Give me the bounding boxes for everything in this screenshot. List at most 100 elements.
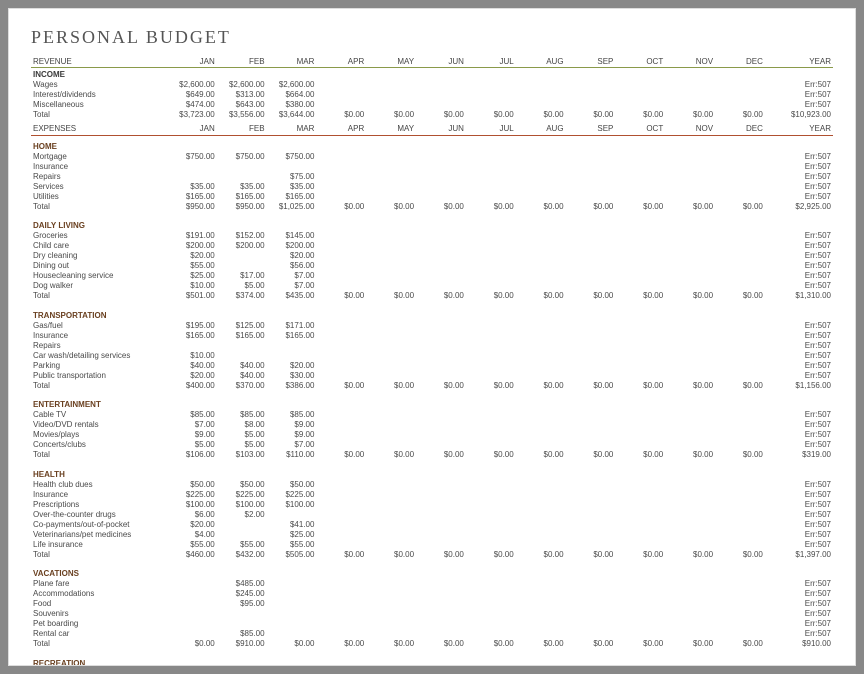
cell-value xyxy=(466,499,516,509)
cell-value xyxy=(366,350,416,360)
cell-value xyxy=(715,231,765,241)
cell-value xyxy=(516,360,566,370)
year-value: Err:507 xyxy=(765,90,833,100)
cell-value xyxy=(466,151,516,161)
year-header: YEAR xyxy=(765,124,833,135)
cell-value xyxy=(466,100,516,110)
cell-value: $649.00 xyxy=(167,90,217,100)
cell-value: $750.00 xyxy=(267,151,317,161)
cell-value: $0.00 xyxy=(466,291,516,301)
year-value: Err:507 xyxy=(765,370,833,380)
data-row: Rental car$85.00Err:507 xyxy=(31,629,833,639)
cell-value: $85.00 xyxy=(217,629,267,639)
cell-value xyxy=(566,100,616,110)
cell-value xyxy=(715,629,765,639)
cell-value: $2,600.00 xyxy=(167,80,217,90)
cell-value xyxy=(316,151,366,161)
cell-value xyxy=(267,589,317,599)
cell-value: $7.00 xyxy=(267,271,317,281)
cell-value xyxy=(316,519,366,529)
cell-value xyxy=(466,539,516,549)
cell-value xyxy=(566,360,616,370)
cell-value: $20.00 xyxy=(267,251,317,261)
data-row: Total$106.00$103.00$110.00$0.00$0.00$0.0… xyxy=(31,450,833,460)
cell-value xyxy=(615,151,665,161)
cell-value xyxy=(516,479,566,489)
cell-value: $200.00 xyxy=(217,241,267,251)
cell-value: $0.00 xyxy=(167,639,217,649)
year-value: Err:507 xyxy=(765,171,833,181)
cell-value: $7.00 xyxy=(167,420,217,430)
year-value: Err:507 xyxy=(765,161,833,171)
cell-value: $0.00 xyxy=(665,639,715,649)
cell-value xyxy=(416,420,466,430)
data-row: Over-the-counter drugs$6.00$2.00Err:507 xyxy=(31,509,833,519)
cell-value xyxy=(366,599,416,609)
month-header: MAR xyxy=(267,56,317,67)
cell-value xyxy=(665,151,715,161)
cell-value xyxy=(615,181,665,191)
cell-value xyxy=(566,80,616,90)
cell-value xyxy=(665,350,715,360)
cell-value xyxy=(516,350,566,360)
cell-value xyxy=(566,90,616,100)
cell-value xyxy=(516,251,566,261)
cell-value xyxy=(665,529,715,539)
data-row: Total$460.00$432.00$505.00$0.00$0.00$0.0… xyxy=(31,549,833,559)
cell-value xyxy=(665,340,715,350)
cell-value xyxy=(416,251,466,261)
cell-value: $200.00 xyxy=(267,241,317,251)
category-header: DAILY LIVING xyxy=(31,215,833,231)
cell-value: $55.00 xyxy=(167,539,217,549)
cell-value: $20.00 xyxy=(267,360,317,370)
cell-value: $750.00 xyxy=(167,151,217,161)
cell-value xyxy=(516,370,566,380)
cell-value xyxy=(516,281,566,291)
row-label: Mortgage xyxy=(31,151,167,161)
year-value: Err:507 xyxy=(765,80,833,90)
cell-value xyxy=(217,609,267,619)
cell-value: $0.00 xyxy=(566,639,616,649)
cell-value xyxy=(366,509,416,519)
cell-value: $75.00 xyxy=(267,171,317,181)
cell-value xyxy=(665,579,715,589)
data-row: Dry cleaning$20.00$20.00Err:507 xyxy=(31,251,833,261)
cell-value: $100.00 xyxy=(217,499,267,509)
cell-value xyxy=(316,629,366,639)
cell-value xyxy=(366,499,416,509)
year-value: Err:507 xyxy=(765,340,833,350)
cell-value xyxy=(366,519,416,529)
cell-value xyxy=(416,191,466,201)
cell-value xyxy=(316,489,366,499)
cell-value: $95.00 xyxy=(217,599,267,609)
cell-value xyxy=(715,320,765,330)
cell-value xyxy=(366,80,416,90)
cell-value xyxy=(516,261,566,271)
row-label: Pet boarding xyxy=(31,619,167,629)
row-label: Accommodations xyxy=(31,589,167,599)
cell-value xyxy=(566,479,616,489)
cell-value xyxy=(316,161,366,171)
cell-value xyxy=(715,360,765,370)
cell-value: $41.00 xyxy=(267,519,317,529)
year-value: $1,397.00 xyxy=(765,549,833,559)
cell-value: $0.00 xyxy=(615,450,665,460)
row-label: Child care xyxy=(31,241,167,251)
cell-value: $501.00 xyxy=(167,291,217,301)
cell-value: $0.00 xyxy=(665,450,715,460)
cell-value xyxy=(366,320,416,330)
cell-value: $195.00 xyxy=(167,320,217,330)
cell-value: $191.00 xyxy=(167,231,217,241)
row-label: Repairs xyxy=(31,171,167,181)
cell-value xyxy=(366,90,416,100)
row-label: Dog walker xyxy=(31,281,167,291)
cell-value xyxy=(516,151,566,161)
cell-value xyxy=(416,370,466,380)
cell-value xyxy=(615,479,665,489)
cell-value: $106.00 xyxy=(167,450,217,460)
cell-value xyxy=(665,370,715,380)
cell-value xyxy=(566,509,616,519)
cell-value xyxy=(615,589,665,599)
cell-value: $0.00 xyxy=(715,291,765,301)
cell-value: $0.00 xyxy=(316,639,366,649)
